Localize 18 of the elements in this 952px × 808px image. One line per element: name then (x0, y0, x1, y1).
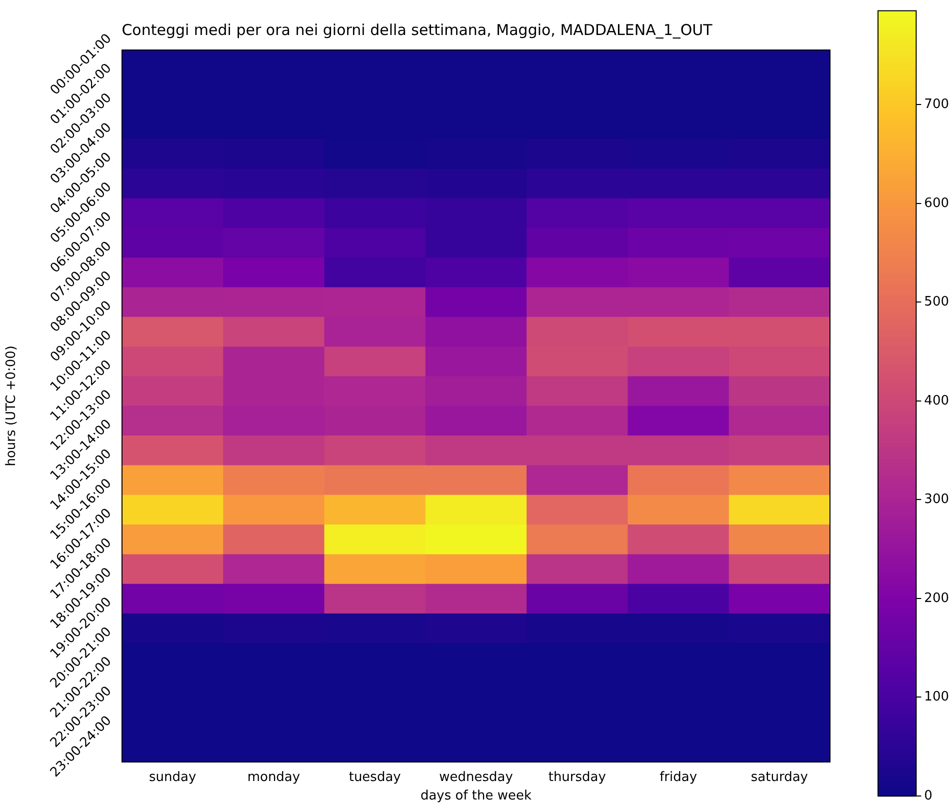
color-bar-label: 500 (924, 294, 950, 310)
x-tick-label: monday (247, 770, 300, 785)
color-bar-label: 400 (924, 393, 950, 408)
x-tick-label: thursday (548, 770, 606, 785)
color-bar-label: 300 (924, 492, 950, 508)
x-tick-label: saturday (750, 770, 808, 785)
x-tick-label: friday (660, 770, 698, 785)
y-axis-title: hours (UTC +0:00) (4, 345, 20, 466)
x-axis-title: days of the week (420, 788, 532, 804)
color-bar-label: 600 (924, 196, 950, 211)
color-bar-label: 100 (924, 690, 950, 705)
color-bar-label: 200 (924, 590, 950, 606)
color-bar-label: 0 (924, 788, 932, 804)
x-tick-label: wednesday (439, 770, 514, 785)
x-tick-label: sunday (148, 770, 196, 785)
chart-title: Conteggi medi per ora nei giorni della settimana, Maggio, MADDALENA_1_OUT (122, 20, 714, 39)
x-tick-label: tuesday (348, 770, 402, 785)
color-bar-label: 700 (924, 97, 950, 112)
